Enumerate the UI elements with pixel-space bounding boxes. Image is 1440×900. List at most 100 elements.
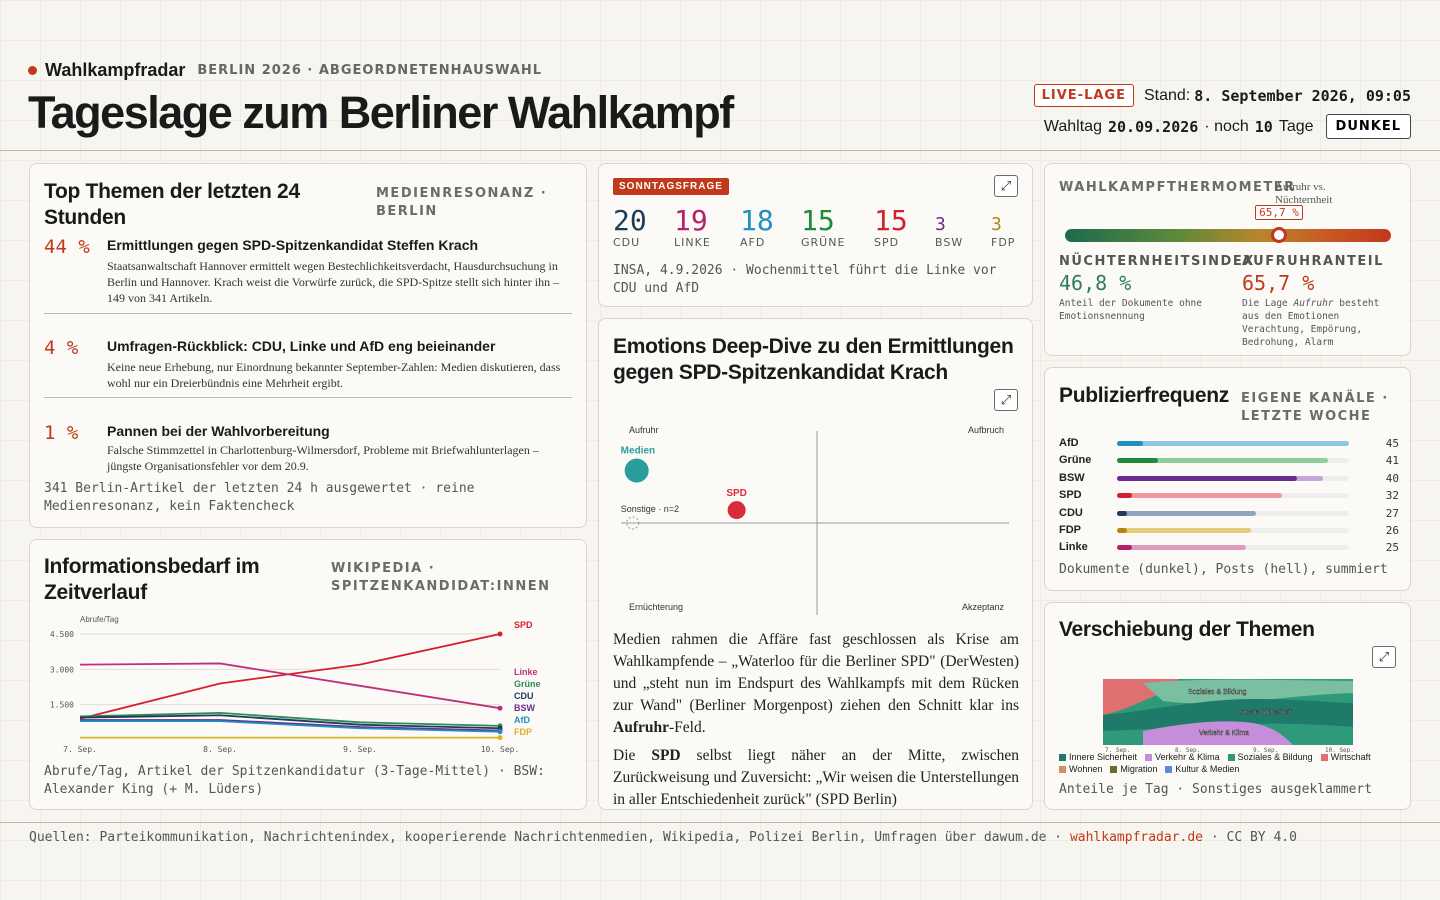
pub-count: 27 (1385, 506, 1399, 520)
x-tick: 7. Sep. (1105, 747, 1130, 753)
countdown-value: 10 (1254, 117, 1273, 136)
page-title: Tageslage zum Berliner Wahlkampf (28, 87, 734, 138)
header-divider (0, 150, 1440, 151)
emphasis: Aufruhr (1293, 298, 1334, 309)
uproar-share: AUFRUHRANTEIL 65,7 % Die Lage Aufruhr be… (1242, 254, 1402, 349)
live-dot-icon (28, 66, 37, 75)
point-label: SPD (726, 488, 747, 499)
theme-toggle-button[interactable]: DUNKEL (1325, 114, 1411, 139)
bar-posts (1117, 545, 1246, 551)
x-tick-label: 10. Sep. (481, 745, 520, 754)
wikipedia-line-chart: Abrufe/Tag 4.500 3.000 1.500 7. Sep. 8. Sep. 9… (50, 615, 541, 754)
topic-text: Falsche Stimmzettel in Charlottenburg-Wi… (107, 443, 539, 473)
legend-swatch (1110, 765, 1118, 773)
legend-label: Soziales & Bildung (1237, 752, 1313, 762)
point-spd[interactable] (727, 501, 746, 520)
divider (44, 397, 572, 398)
card-title: Top Themen der letzten 24 Stunden (44, 180, 300, 229)
legend-item: Wirtschaft (1320, 752, 1371, 762)
pub-count: 26 (1385, 524, 1399, 537)
card-title: Verschiebung der Themen (1059, 618, 1315, 641)
countdown-suffix: Tage (1278, 117, 1314, 135)
pub-row[interactable]: SPD 32 (1059, 488, 1399, 504)
poll-card: SONNTAGSFRAGE ⤢ 20 CDU 19 LINKE 18 AFD 15 GRÜNE… (598, 163, 1033, 307)
bar-docs (1117, 528, 1128, 533)
poll-value: 3 (935, 214, 946, 235)
card-tag: MEDIENRESONANZ · BERLIN (376, 186, 548, 219)
poll-party: 15 GRÜNE (801, 206, 846, 250)
point-medien[interactable] (624, 458, 649, 483)
poll-value: 18 (740, 204, 774, 237)
poll-source: INSA, 4.9.2026 · Wochenmittel führt die … (613, 263, 997, 296)
stream-label-soziales: Soziales & Bildung (1188, 689, 1246, 696)
poll-value: 3 (991, 214, 1002, 235)
pub-row[interactable]: Grüne 41 (1059, 453, 1399, 469)
expand-icon[interactable]: ⤢ (1372, 646, 1396, 668)
analysis-paragraph: Die SPD selbst liegt näher an der Mitte,… (613, 745, 1019, 809)
poll-party: 3 BSW (935, 206, 963, 250)
series-label: FDP (514, 727, 532, 737)
poll-party: 18 AFD (740, 204, 774, 250)
poll-party-label: LINKE (674, 236, 711, 249)
thermo-marker-label: 65,7 % (1255, 205, 1303, 220)
pub-row[interactable]: Linke 25 (1059, 540, 1399, 556)
publication-frequency-card: Publizierfrequenz EIGENE KANÄLE · LETZTE… (1044, 367, 1411, 591)
thermo-subtitle: Aufruhr vs. Nüchternheit (1275, 181, 1333, 206)
series-line-bsw (80, 719, 501, 732)
pub-party: BSW (1059, 471, 1085, 484)
emotion-quadrant-chart: Aufruhr Aufbruch Ernüchterung Akzeptanz … (621, 425, 1009, 615)
thermometer-card: WAHLKAMPFTHERMOMETER Aufruhr vs. Nüchter… (1044, 163, 1411, 356)
card-title: Publizierfrequenz (1059, 384, 1229, 407)
text: Medien rahmen die Affäre fast geschlosse… (613, 631, 1019, 714)
bar-posts (1117, 441, 1349, 446)
poll-party: 15 SPD (874, 206, 908, 250)
wikipedia-card: Informationsbedarf im Zeitverlauf WIKIPE… (29, 539, 587, 810)
poll-party: 20 CDU (613, 206, 647, 250)
pub-row[interactable]: FDP 26 (1059, 523, 1399, 539)
series-end-point (497, 735, 503, 741)
poll-party-label: GRÜNE (801, 236, 846, 249)
card-tag: EIGENE KANÄLE · LETZTE WOCHE (1241, 391, 1389, 424)
pub-row[interactable]: BSW 40 (1059, 471, 1399, 487)
legend-label: Kultur & Medien (1175, 764, 1240, 774)
point-sonstige[interactable] (626, 516, 640, 530)
expand-icon[interactable]: ⤢ (994, 389, 1018, 411)
footer-sources: Quellen: Parteikommunikation, Nachrichte… (29, 830, 1063, 845)
pub-count: 32 (1385, 489, 1399, 503)
point-label: Sonstige · n=2 (621, 504, 679, 514)
expand-icon[interactable]: ⤢ (994, 175, 1018, 197)
legend-swatch (1059, 753, 1066, 761)
metric-label: AUFRUHRANTEIL (1242, 254, 1384, 269)
series-end-point (497, 705, 503, 711)
legend-swatch (1227, 753, 1235, 761)
legend-swatch (1059, 765, 1066, 773)
stream-label-verkehr: Verkehr & Klima (1199, 730, 1249, 737)
metric-desc: Anteil der Dokumente ohne Emotionsnennun… (1059, 298, 1202, 322)
stream-innere-sicherheit (1103, 699, 1353, 731)
legend-label: Wohnen (1069, 764, 1103, 774)
footer-link[interactable]: wahlkampfradar.de (1069, 830, 1204, 845)
series-label: Linke (514, 667, 538, 677)
pub-row[interactable]: AfD 45 (1059, 436, 1399, 452)
legend-label: Verkehr & Klima (1155, 752, 1220, 762)
topic-share: 44 % (44, 236, 90, 258)
footer-license: · CC BY 4.0 (1210, 830, 1297, 845)
topic-shift-card: Verschiebung der Themen ⤢ Soziales & Bil… (1044, 602, 1411, 810)
footer-divider (0, 822, 1440, 823)
bar-posts (1117, 458, 1329, 464)
card-footnote: Anteile je Tag · Sonstiges ausgeklammert (1059, 782, 1373, 797)
x-tick-label: 7. Sep. (63, 745, 97, 754)
legend-swatch (1320, 753, 1328, 761)
pub-row[interactable]: CDU 27 (1059, 506, 1399, 522)
stream-soziales (1143, 679, 1353, 704)
series-label: CDU (514, 691, 534, 701)
pub-count: 25 (1385, 541, 1399, 555)
legend-label: Migration (1120, 764, 1158, 774)
x-tick: 9. Sep. (1253, 747, 1278, 753)
header-status: LIVE-LAGE Stand: 8. September 2026, 09:0… (1033, 84, 1411, 107)
quadrant-label-ernuechterung: Ernüchterung (629, 602, 683, 612)
pub-count: 41 (1385, 454, 1399, 468)
legend-item: Wohnen (1059, 764, 1102, 774)
poll-party-label: CDU (613, 236, 641, 249)
bar-docs (1117, 493, 1133, 499)
